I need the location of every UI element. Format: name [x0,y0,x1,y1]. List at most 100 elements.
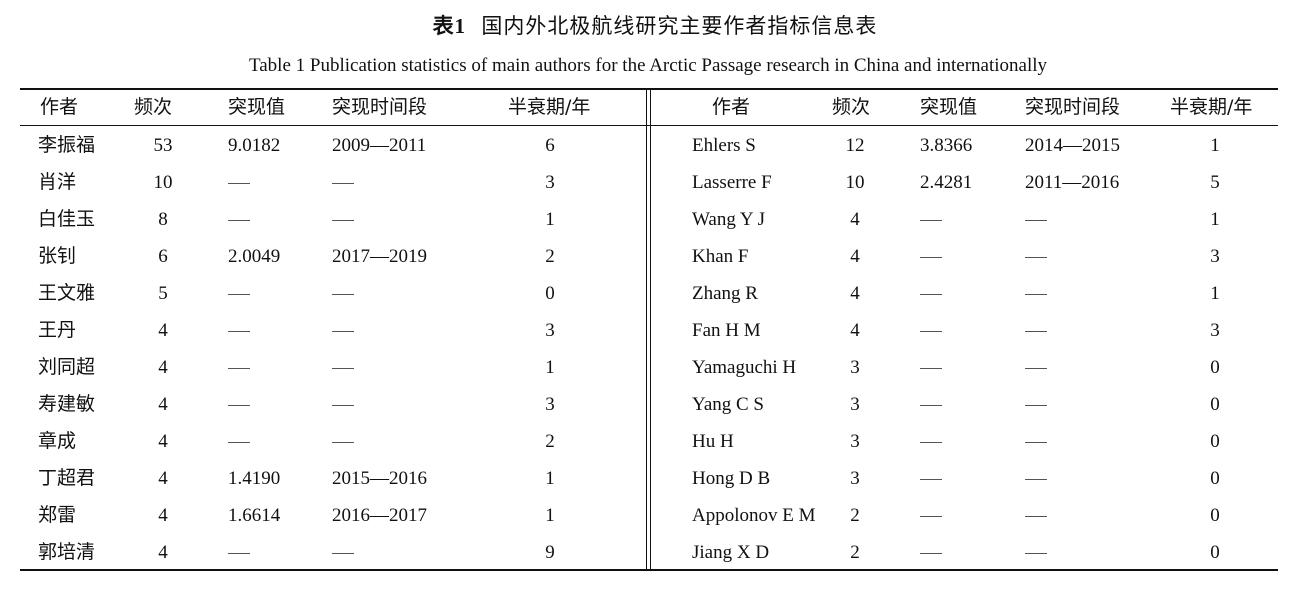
empty-value-dash [228,405,250,407]
domestic-cell-burst-value [228,312,318,349]
empty-value-dash [1025,553,1047,555]
international-cell-burst-value [920,423,1010,460]
domestic-cell-half-life: 3 [545,320,555,341]
domestic-header-frequency: 频次 [134,96,173,118]
international-header-frequency: 频次 [832,96,871,118]
domestic-header-author: 作者 [40,96,79,118]
empty-value-dash [228,331,250,333]
domestic-header-burst-value: 突现值 [228,96,286,118]
domestic-cell-frequency: 53 [153,135,173,156]
table-top-rule [20,88,1278,90]
domestic-cell-burst-period: 2009—2011 [332,135,427,156]
empty-value-dash [920,479,942,481]
domestic-cell-burst-value [228,275,318,312]
domestic-cell-half-life: 6 [545,135,555,156]
table-title-cn: 表1 国内外北极航线研究主要作者指标信息表 [0,10,1310,40]
domestic-cell-half-life: 3 [545,394,555,415]
empty-value-dash [920,368,942,370]
international-cell-author: Ehlers S [692,135,756,156]
domestic-cell-frequency: 4 [158,431,168,452]
international-cell-author: Zhang R [692,283,758,304]
international-cell-burst-period: 2011—2016 [1025,172,1120,193]
domestic-cell-author: 丁超君 [38,467,96,489]
international-cell-burst-period [1025,386,1155,423]
international-cell-burst-value: 2.4281 [920,172,973,193]
empty-value-dash [1025,368,1047,370]
empty-value-dash [920,405,942,407]
international-cell-burst-period: 2014—2015 [1025,135,1120,156]
domestic-cell-half-life: 2 [545,431,555,452]
domestic-header-burst-period: 突现时间段 [332,96,428,118]
international-cell-author: Yamaguchi H [692,357,797,378]
international-cell-burst-period [1025,497,1155,534]
domestic-cell-frequency: 4 [158,357,168,378]
empty-value-dash [920,553,942,555]
international-cell-frequency: 3 [850,357,860,378]
domestic-cell-author: 王文雅 [38,282,96,304]
international-cell-frequency: 10 [845,172,865,193]
empty-value-dash [332,405,354,407]
domestic-cell-burst-period [332,349,462,386]
international-cell-burst-period [1025,275,1155,312]
table-divider-line-1 [646,90,647,569]
international-cell-author: Wang Y J [692,209,766,230]
international-cell-half-life: 3 [1210,246,1220,267]
empty-value-dash [1025,516,1047,518]
table-caption-cn: 国内外北极航线研究主要作者指标信息表 [481,14,878,38]
international-cell-author: Fan H M [692,320,761,341]
empty-value-dash [1025,442,1047,444]
international-header-half-life: 半衰期/年 [1170,96,1253,118]
international-cell-author: Khan F [692,246,749,267]
international-cell-burst-value [920,460,1010,497]
empty-value-dash [332,331,354,333]
domestic-cell-burst-value: 2.0049 [228,246,281,267]
empty-value-dash [332,220,354,222]
international-cell-frequency: 2 [850,505,860,526]
empty-value-dash [332,183,354,185]
domestic-cell-author: 张钊 [38,245,77,267]
domestic-cell-burst-period [332,201,462,238]
empty-value-dash [228,368,250,370]
international-cell-half-life: 3 [1210,320,1220,341]
domestic-cell-burst-value [228,423,318,460]
empty-value-dash [1025,479,1047,481]
domestic-cell-burst-value [228,386,318,423]
international-cell-half-life: 0 [1210,431,1220,452]
domestic-cell-author: 寿建敏 [38,393,96,415]
empty-value-dash [332,442,354,444]
empty-value-dash [228,183,250,185]
international-cell-author: Hong D B [692,468,771,489]
domestic-cell-half-life: 2 [545,246,555,267]
domestic-cell-frequency: 4 [158,542,168,563]
domestic-cell-author: 王丹 [38,319,77,341]
domestic-cell-half-life: 1 [545,505,555,526]
domestic-cell-author: 李振福 [38,134,96,156]
international-cell-frequency: 12 [845,135,865,156]
empty-value-dash [228,220,250,222]
empty-value-dash [332,368,354,370]
empty-value-dash [920,442,942,444]
domestic-cell-burst-value [228,534,318,571]
empty-value-dash [1025,257,1047,259]
international-cell-frequency: 4 [850,246,860,267]
international-cell-half-life: 1 [1210,283,1220,304]
international-cell-frequency: 4 [850,320,860,341]
international-cell-author: Yang C S [692,394,764,415]
domestic-cell-frequency: 10 [153,172,173,193]
international-cell-burst-value [920,386,1010,423]
empty-value-dash [920,331,942,333]
empty-value-dash [228,553,250,555]
international-cell-burst-period [1025,312,1155,349]
international-cell-author: Jiang X D [692,542,770,563]
international-header-burst-period: 突现时间段 [1025,96,1121,118]
international-cell-burst-period [1025,349,1155,386]
international-cell-frequency: 4 [850,283,860,304]
domestic-cell-half-life: 1 [545,357,555,378]
domestic-cell-author: 郑雷 [38,504,77,526]
table-header-rule [20,125,1278,126]
domestic-cell-frequency: 4 [158,320,168,341]
domestic-cell-author: 肖洋 [38,171,77,193]
international-cell-burst-value [920,497,1010,534]
domestic-cell-frequency: 4 [158,505,168,526]
international-cell-half-life: 0 [1210,542,1220,563]
